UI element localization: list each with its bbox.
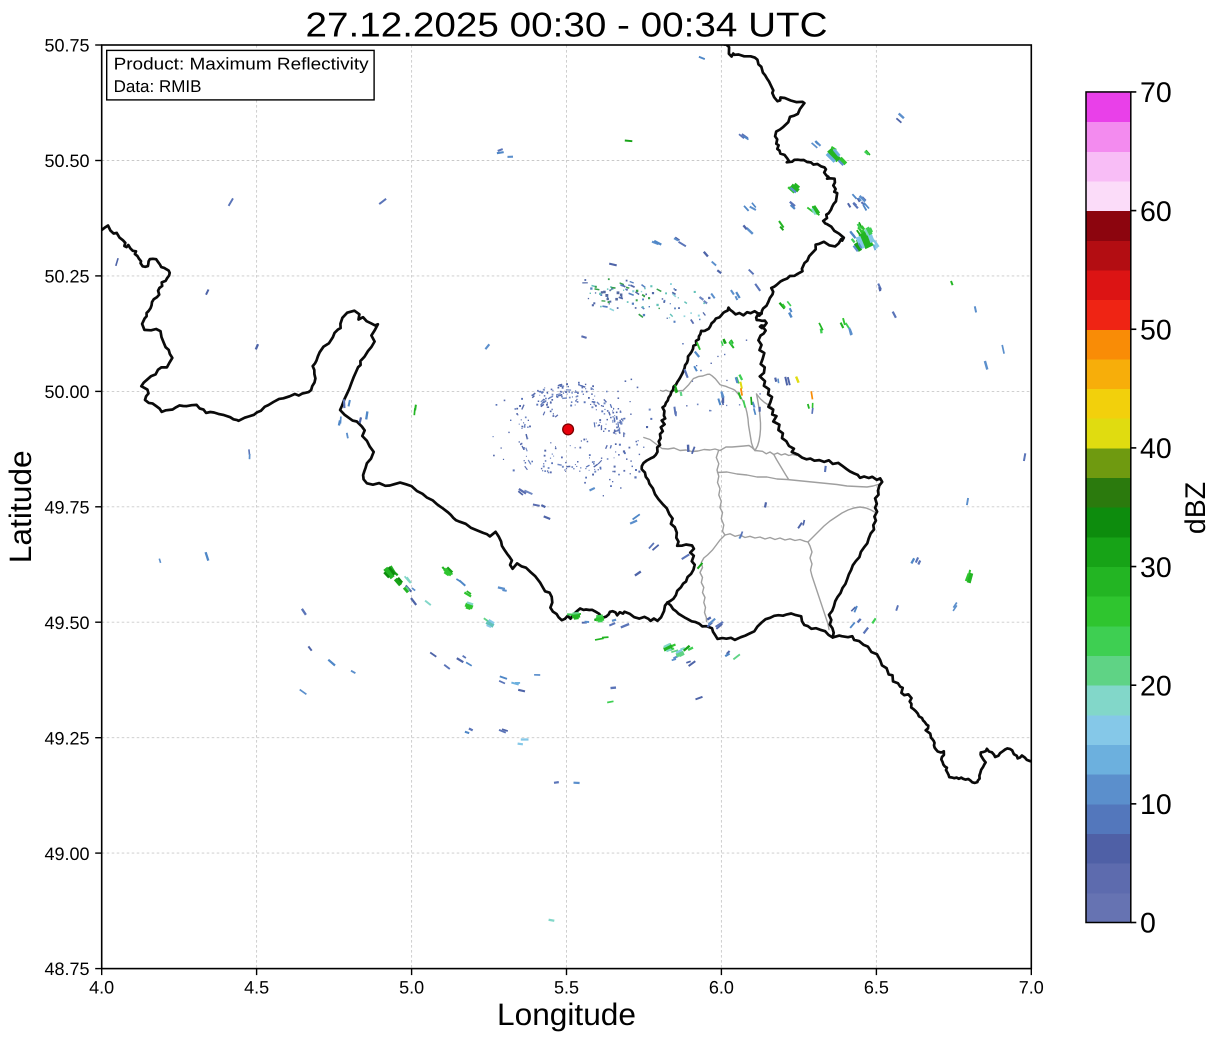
svg-text:50: 50 xyxy=(1140,314,1172,346)
svg-text:Longitude: Longitude xyxy=(497,997,636,1032)
svg-text:49.00: 49.00 xyxy=(44,844,89,864)
svg-text:50.75: 50.75 xyxy=(44,36,89,56)
svg-text:5.5: 5.5 xyxy=(554,978,579,998)
svg-text:Product: Maximum Reflectivity: Product: Maximum Reflectivity xyxy=(114,54,370,73)
svg-text:50.25: 50.25 xyxy=(44,267,89,287)
svg-text:60: 60 xyxy=(1140,196,1172,228)
svg-text:48.75: 48.75 xyxy=(44,959,89,979)
svg-text:50.50: 50.50 xyxy=(44,151,89,171)
svg-text:dBZ: dBZ xyxy=(1180,482,1212,534)
svg-text:4.0: 4.0 xyxy=(89,978,114,998)
svg-text:49.75: 49.75 xyxy=(44,497,89,517)
svg-text:6.0: 6.0 xyxy=(709,978,734,998)
svg-text:49.50: 49.50 xyxy=(44,613,89,633)
svg-text:Latitude: Latitude xyxy=(3,450,38,563)
svg-text:6.5: 6.5 xyxy=(864,978,889,998)
svg-text:40: 40 xyxy=(1140,433,1172,465)
svg-text:4.5: 4.5 xyxy=(244,978,269,998)
svg-text:70: 70 xyxy=(1140,77,1172,109)
svg-text:5.0: 5.0 xyxy=(399,978,424,998)
svg-text:20: 20 xyxy=(1140,670,1172,702)
svg-text:Data: RMIB: Data: RMIB xyxy=(114,77,202,96)
svg-text:49.25: 49.25 xyxy=(44,728,89,748)
svg-text:30: 30 xyxy=(1140,552,1172,584)
svg-text:27.12.2025 00:30 - 00:34 UTC: 27.12.2025 00:30 - 00:34 UTC xyxy=(306,6,828,44)
svg-text:7.0: 7.0 xyxy=(1019,978,1044,998)
svg-text:50.00: 50.00 xyxy=(44,382,89,402)
svg-text:10: 10 xyxy=(1140,789,1172,821)
svg-text:0: 0 xyxy=(1140,908,1156,940)
